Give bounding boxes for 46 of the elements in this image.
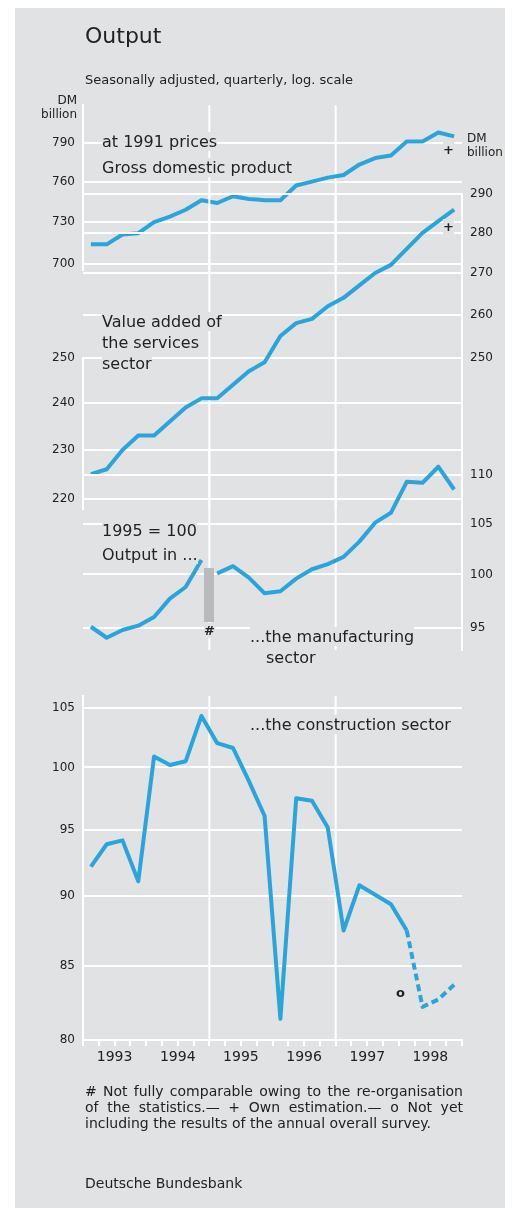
y-tick-label: 95 (59, 822, 75, 837)
annotation: at 1991 prices (102, 132, 218, 151)
annotation: # (204, 623, 215, 638)
y2-tick-label: 100 (470, 566, 493, 581)
annotation: Value added of the services sector (102, 312, 222, 373)
annotation: Output in ... (102, 545, 198, 564)
y-axis-title: DM billion (40, 93, 77, 122)
annotation: Gross domestic product (102, 158, 293, 177)
y-tick-label: 80 (59, 1032, 75, 1047)
y-tick-label: 105 (52, 699, 75, 714)
text: # Not fully comparable owing to the re-organisation of the statistics.— + Own estimation.— o Not yet including the results of the annual overall survey. (85, 1083, 463, 1132)
chart-subtitle: Seasonally adjusted, quarterly, log. scale (85, 72, 355, 89)
x-tick-label: 1996 (286, 1048, 322, 1065)
y-tick-label: 220 (52, 491, 75, 506)
y-tick-label: 700 (52, 256, 75, 271)
annotation: o (396, 985, 405, 1000)
y2-tick-label: 280 (470, 225, 493, 240)
annotation: + (443, 142, 454, 157)
annotation: ...the manufacturing sector (250, 627, 415, 667)
x-tick-label: 1994 (159, 1048, 196, 1065)
annotation: 1995 = 100 (102, 521, 197, 540)
chart-title: Output (85, 22, 163, 50)
y-tick-label: 230 (52, 442, 75, 457)
text: Deutsche Bundesbank (85, 1175, 243, 1191)
x-tick-label: 1998 (412, 1048, 449, 1065)
x-tick-label: 1997 (349, 1048, 386, 1065)
y2-tick-label: 95 (470, 619, 486, 634)
y-tick-label: 240 (52, 395, 75, 410)
y2-tick-label: 110 (470, 467, 493, 482)
y2-tick-label: 105 (470, 515, 493, 530)
y-tick-label: 90 (59, 888, 75, 903)
annotation: ...the construction sector (250, 715, 451, 734)
y-tick-label: 730 (52, 214, 75, 229)
y-tick-label: 85 (59, 958, 75, 973)
y2-axis-title: DM billion (467, 131, 504, 160)
y2-tick-label: 270 (470, 265, 493, 280)
y-tick-label: 100 (52, 759, 75, 774)
y-tick-label: 250 (52, 350, 75, 365)
annotation: + (443, 219, 454, 234)
y-tick-label: 760 (52, 173, 75, 188)
y-tick-label: 790 (52, 134, 75, 149)
x-tick-label: 1993 (96, 1048, 133, 1065)
y2-tick-label: 250 (470, 350, 493, 365)
x-tick-label: 1995 (223, 1048, 259, 1065)
y2-tick-label: 260 (470, 306, 493, 321)
y2-tick-label: 290 (470, 186, 493, 201)
